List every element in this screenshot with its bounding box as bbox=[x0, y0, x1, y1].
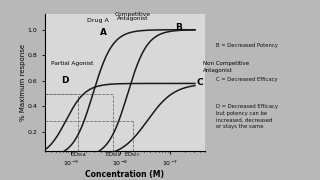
Text: C: C bbox=[197, 78, 203, 87]
Text: Antagonist: Antagonist bbox=[203, 68, 232, 73]
Text: Competitive: Competitive bbox=[115, 12, 151, 17]
Text: ED$_{50C}$: ED$_{50C}$ bbox=[124, 150, 141, 159]
Text: ED$_{50B}$: ED$_{50B}$ bbox=[105, 150, 121, 159]
Text: B = Decreased Potency: B = Decreased Potency bbox=[216, 43, 278, 48]
Y-axis label: % Maximum response: % Maximum response bbox=[20, 44, 26, 121]
Text: C = Decreased Efficacy: C = Decreased Efficacy bbox=[216, 77, 278, 82]
Text: Antagonist: Antagonist bbox=[117, 16, 149, 21]
Text: B: B bbox=[175, 23, 182, 32]
Text: A: A bbox=[100, 28, 107, 37]
Text: Partial Agonist: Partial Agonist bbox=[51, 60, 93, 66]
Text: Drug A: Drug A bbox=[87, 18, 109, 23]
Text: Non Competitive: Non Competitive bbox=[203, 60, 249, 66]
Text: D = Decreased Efficacy
but potency can be
increased, decreased
or stays the same: D = Decreased Efficacy but potency can b… bbox=[216, 104, 278, 129]
Text: ED$_{50A}$: ED$_{50A}$ bbox=[70, 150, 86, 159]
Text: D: D bbox=[61, 76, 68, 85]
X-axis label: Concentration (M): Concentration (M) bbox=[85, 170, 164, 179]
